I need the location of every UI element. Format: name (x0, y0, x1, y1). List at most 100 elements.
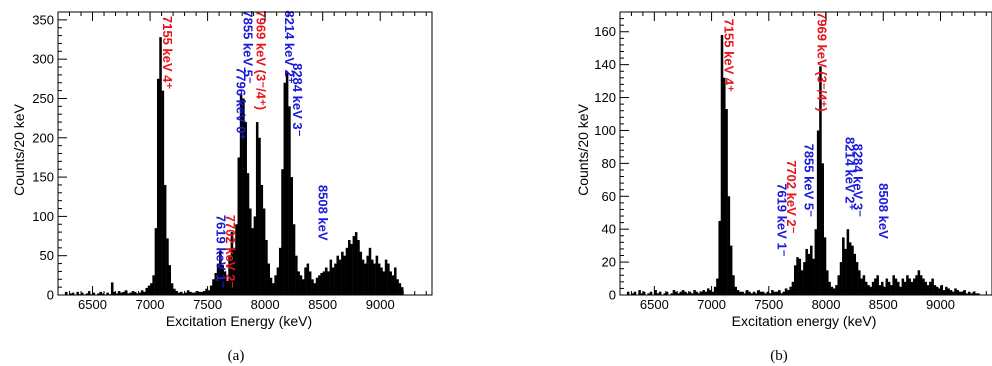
histogram-bar (853, 253, 857, 295)
histogram-bar (198, 291, 201, 295)
histogram-bar (136, 293, 139, 295)
histogram-bar (375, 255, 379, 295)
histogram-bar (64, 291, 68, 295)
y-tick-label: 80 (602, 156, 616, 171)
histogram-bar (947, 288, 950, 295)
x-tick-label: 6500 (78, 297, 107, 312)
histogram-bar (299, 275, 303, 295)
histogram-bar (910, 281, 914, 295)
histogram-bar (389, 271, 392, 295)
histogram-bar (341, 251, 344, 295)
histogram-bar (764, 293, 767, 295)
histogram-bar (143, 291, 146, 295)
histogram-bar (672, 290, 676, 295)
histogram-bar (649, 291, 653, 295)
histogram-bar (638, 290, 641, 295)
histogram-bar (855, 262, 859, 295)
histogram-bar (368, 247, 372, 295)
histogram-bar (684, 291, 687, 295)
histogram-bar (761, 291, 765, 295)
y-tick-label: 0 (609, 288, 616, 303)
histogram-bar (917, 270, 921, 295)
histogram-bar (203, 291, 206, 295)
histogram-bar (313, 283, 317, 295)
histogram-bar (716, 278, 719, 295)
histogram-bar (276, 267, 280, 295)
histogram-bar (858, 270, 861, 295)
peak-annotation: 7969 keV (3⁻/4⁺) (815, 12, 830, 112)
peak-annotation: 7702 keV 2⁻ (223, 215, 238, 289)
panel-b-y-axis-label: Counts/20 keV (575, 103, 591, 195)
x-tick-label: 9000 (366, 297, 395, 312)
histogram-bar (892, 275, 895, 295)
histogram-bar (814, 229, 818, 295)
histogram-bar (242, 98, 245, 295)
peak-annotation: 7155 keV 4⁺ (160, 16, 175, 90)
histogram-bar (219, 251, 222, 295)
histogram-bar (670, 293, 673, 295)
histogram-bar (791, 281, 795, 295)
panel-b-annotations: 7155 keV 4⁺ 7969 keV (3⁻/4⁺) 7855 keV 5⁻77… (721, 12, 891, 257)
panel-a-axes: 6500 7000 7500 8000 8500 9000 0 50 100 150 200 250 3… (32, 11, 433, 312)
x-tick-label: 7000 (697, 297, 726, 312)
peak-annotation: 7702 keV 2⁻ (784, 160, 799, 234)
histogram-bar (159, 37, 162, 295)
histogram-bar (642, 291, 646, 295)
histogram-bar (807, 253, 811, 295)
histogram-bar (732, 275, 735, 295)
histogram-bar (956, 290, 960, 295)
histogram-bar (258, 137, 261, 295)
histogram-bar (272, 283, 275, 295)
histogram-bar (867, 285, 870, 295)
histogram-bar (147, 285, 151, 295)
histogram-bar (177, 292, 181, 295)
histogram-bar (842, 237, 845, 295)
histogram-bar (757, 290, 760, 295)
histogram-bar (166, 238, 169, 295)
histogram-bar (851, 245, 854, 295)
histogram-bar (736, 290, 740, 295)
histogram-bar (269, 277, 273, 295)
histogram-bar (359, 251, 363, 295)
histogram-bar (124, 290, 128, 295)
y-tick-label: 40 (602, 222, 616, 237)
histogram-bar (239, 94, 243, 295)
histogram-bar (87, 291, 91, 295)
histogram-bar (352, 236, 356, 295)
histogram-bar (816, 130, 820, 295)
histogram-bar (967, 291, 971, 295)
histogram-bar (658, 291, 662, 295)
histogram-bar (800, 270, 804, 295)
histogram-bar (184, 292, 188, 295)
histogram-bar (942, 290, 946, 295)
histogram-bar (285, 72, 289, 295)
histogram-bar (908, 278, 911, 295)
y-tick-label: 120 (594, 90, 616, 105)
histogram-bar (906, 275, 909, 295)
histogram-bar (69, 293, 73, 295)
histogram-bar (739, 291, 742, 295)
histogram-bar (880, 281, 884, 295)
histogram-bar (709, 290, 712, 295)
histogram-bar (235, 224, 238, 295)
histogram-bar (320, 272, 323, 295)
peak-annotation: 7855 keV 5⁻ (241, 10, 256, 84)
histogram-bar (846, 229, 850, 295)
histogram-bar (230, 232, 234, 295)
histogram-bar (677, 293, 680, 295)
histogram-bar (262, 208, 266, 295)
y-tick-label: 200 (32, 130, 54, 145)
histogram-bar (755, 293, 758, 295)
histogram-bar (805, 248, 808, 295)
y-tick-label: 150 (32, 170, 54, 185)
histogram-bar (200, 291, 204, 295)
y-tick-label: 60 (602, 189, 616, 204)
histogram-bar (915, 275, 918, 295)
x-tick-label: 8000 (251, 297, 280, 312)
histogram-bar (384, 259, 388, 296)
histogram-bar (654, 290, 657, 295)
histogram-bar (812, 258, 815, 295)
histogram-bar (681, 290, 685, 295)
histogram-bar (940, 285, 944, 295)
histogram-bar (283, 82, 287, 295)
